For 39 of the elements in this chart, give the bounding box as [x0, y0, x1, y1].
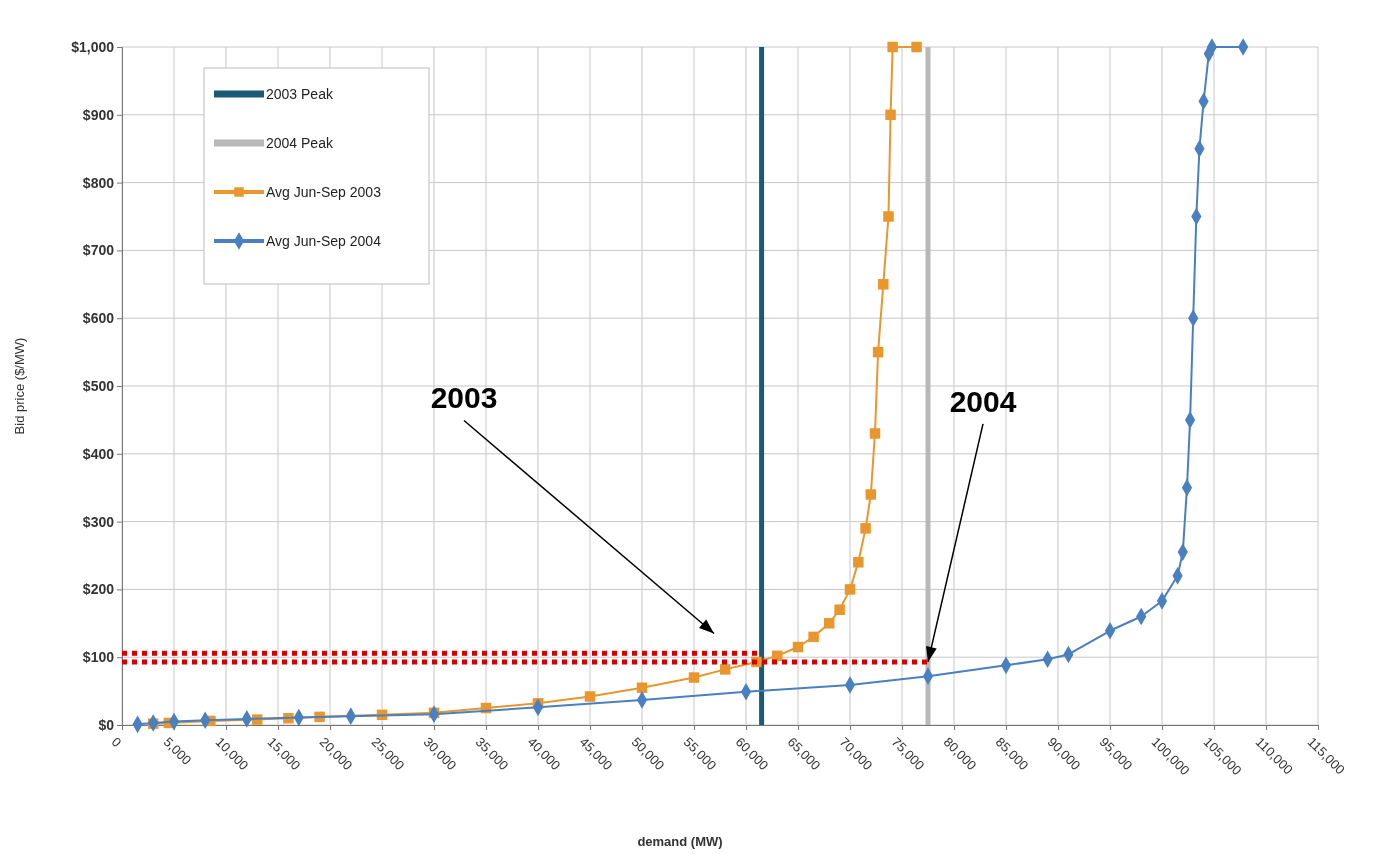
point — [911, 41, 922, 53]
point — [853, 557, 864, 568]
annotation: 2004 — [949, 384, 1017, 418]
point — [844, 584, 856, 595]
point — [719, 664, 731, 675]
point — [584, 691, 596, 702]
y-tick-label: $900 — [82, 106, 115, 123]
annotation: 2003 — [430, 381, 498, 415]
y-axis-title: Bid price ($/MW) — [12, 337, 27, 435]
point — [887, 41, 898, 53]
x-axis-title: demand (MW) — [637, 834, 723, 849]
legend-label: 2004 Peak — [266, 135, 334, 151]
y-tick-label: $400 — [82, 445, 115, 462]
point — [860, 523, 871, 534]
point — [883, 211, 894, 222]
point — [792, 641, 804, 653]
point — [872, 346, 884, 358]
y-tick-label: $300 — [82, 513, 115, 530]
legend-label: Avg Jun-Sep 2004 — [266, 233, 382, 249]
y-tick-label: $700 — [82, 242, 115, 259]
point — [885, 109, 896, 121]
point — [878, 279, 889, 290]
point — [808, 631, 819, 643]
x-tick-label: 0 — [108, 734, 125, 750]
y-tick-label: $800 — [82, 174, 115, 191]
y-tick-label: $0 — [98, 716, 115, 733]
y-tick-label: $200 — [82, 581, 115, 598]
point — [823, 618, 835, 629]
point — [636, 682, 648, 693]
y-tick-label: $100 — [82, 649, 115, 666]
point — [869, 428, 881, 439]
y-tick-label: $1,000 — [71, 38, 115, 55]
point — [688, 672, 700, 683]
point — [865, 489, 877, 500]
y-tick-label: $600 — [82, 310, 115, 327]
legend-label: Avg Jun-Sep 2003 — [266, 184, 382, 200]
point — [834, 604, 845, 615]
legend-label: 2003 Peak — [266, 86, 334, 102]
y-tick-label: $500 — [82, 377, 115, 394]
